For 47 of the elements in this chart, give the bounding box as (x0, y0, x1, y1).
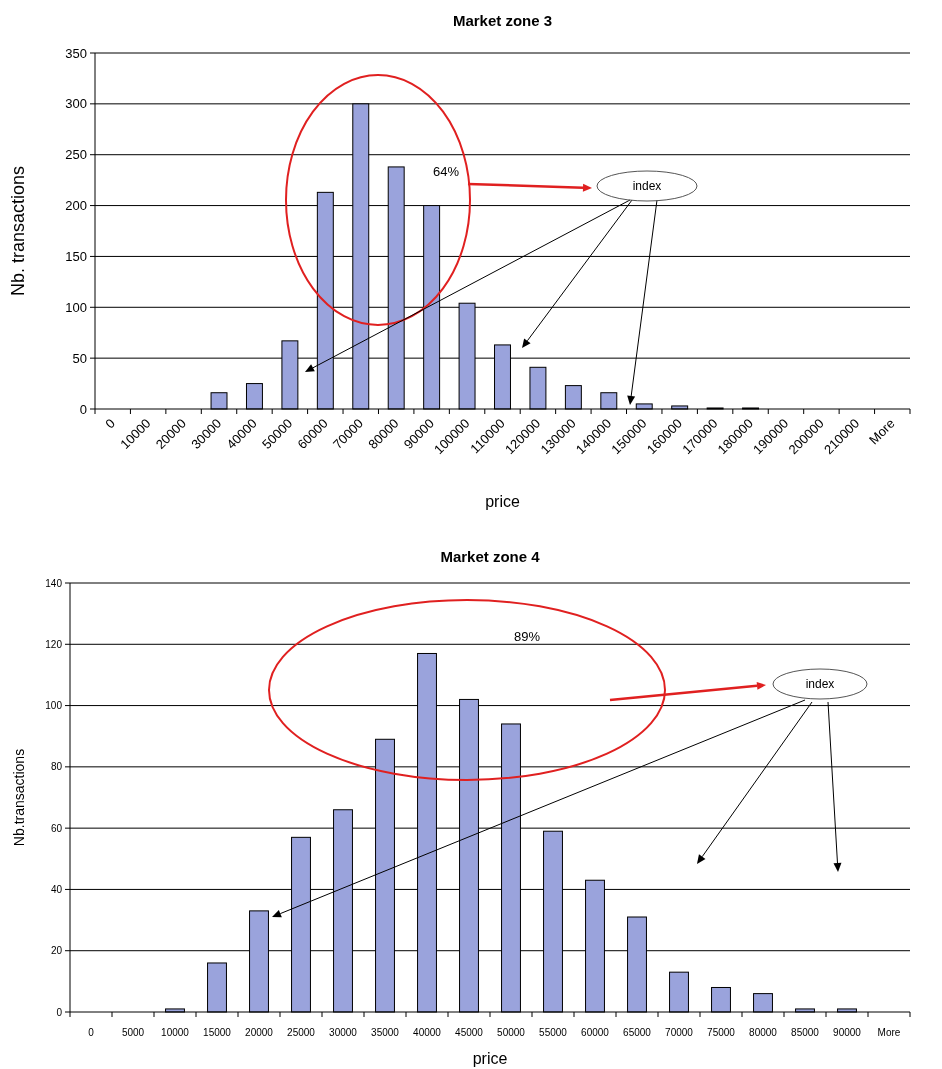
y-tick-label: 0 (79, 401, 87, 417)
annotation: index (632, 179, 662, 194)
x-axis-title: price (472, 1050, 508, 1067)
y-tick-label: 100 (65, 299, 87, 315)
x-tick-label: 0 (102, 415, 119, 432)
y-axis-title: Nb. transactions (8, 165, 28, 297)
annotation: index (805, 677, 835, 692)
y-tick-label: 50 (72, 350, 87, 366)
x-tick-label: More (877, 1027, 901, 1038)
y-tick-label: 150 (65, 248, 87, 264)
x-tick-label: 75000 (707, 1027, 736, 1038)
y-tick-label: 100 (45, 700, 63, 712)
y-tick-label: 250 (65, 147, 87, 163)
x-tick-label: 45000 (455, 1027, 484, 1038)
chart-title: Market zone 3 (452, 12, 553, 29)
x-tick-label: 60000 (581, 1027, 610, 1038)
y-tick-label: 40 (50, 883, 63, 895)
x-tick-label: 20000 (245, 1027, 274, 1038)
x-tick-label: 90000 (833, 1027, 862, 1038)
x-tick-label: 0 (88, 1027, 95, 1038)
annotation: 89% (513, 629, 541, 644)
x-tick-label: 50000 (497, 1027, 526, 1038)
chart-title: Market zone 4 (440, 548, 541, 565)
x-tick-label: 5000 (121, 1027, 145, 1038)
x-tick-label: 65000 (623, 1027, 652, 1038)
x-tick-label: 55000 (539, 1027, 568, 1038)
x-tick-label: 15000 (203, 1027, 232, 1038)
x-tick-label: 85000 (791, 1027, 820, 1038)
y-tick-label: 80 (50, 761, 63, 773)
x-axis-title: price (485, 493, 520, 510)
x-tick-label: 35000 (371, 1027, 400, 1038)
x-tick-label: 10000 (161, 1027, 190, 1038)
y-axis-title: Nb.transactions (11, 748, 27, 847)
y-tick-label: 140 (45, 577, 63, 589)
x-tick-label: 70000 (665, 1027, 694, 1038)
y-tick-label: 300 (65, 96, 87, 112)
y-tick-label: 350 (65, 45, 87, 61)
annotation: 64% (432, 164, 460, 179)
x-tick-label: 30000 (329, 1027, 358, 1038)
x-tick-label: 25000 (287, 1027, 316, 1038)
y-tick-label: 120 (45, 638, 63, 650)
y-tick-label: 0 (56, 1006, 63, 1018)
y-tick-label: 200 (65, 198, 87, 214)
y-tick-label: 20 (50, 945, 63, 957)
x-tick-label: 40000 (413, 1027, 442, 1038)
y-tick-label: 60 (50, 822, 63, 834)
x-tick-label: 80000 (749, 1027, 778, 1038)
